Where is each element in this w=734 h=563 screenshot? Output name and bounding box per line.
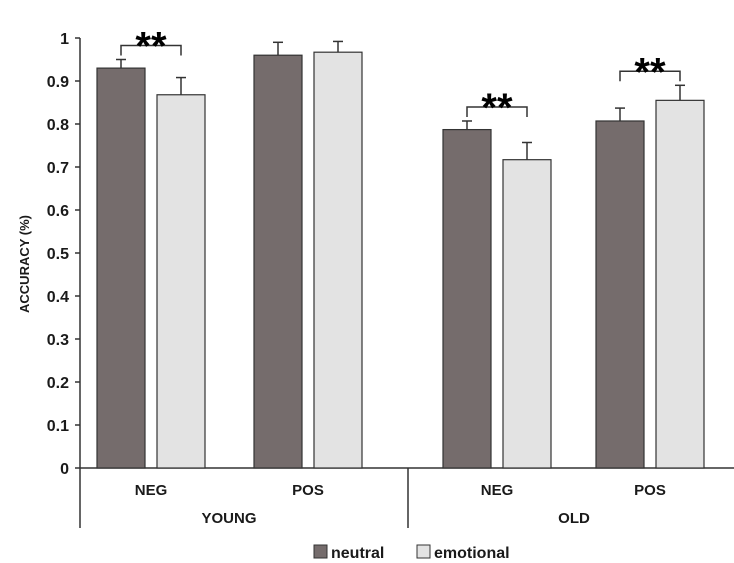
y-axis-label: ACCURACY (%) — [17, 215, 32, 313]
bar-emotional — [502, 159, 552, 469]
y-tick-label: 0.3 — [47, 332, 69, 349]
y-tick-label: 0.7 — [47, 160, 69, 177]
y-tick-label: 0.9 — [47, 74, 69, 91]
category-label: NEG — [135, 482, 168, 499]
y-tick-label: 1 — [60, 31, 69, 48]
y-tick-label: 0.1 — [47, 418, 69, 435]
significance-label: ** — [481, 86, 513, 130]
category-label: POS — [634, 482, 666, 499]
significance-label: ** — [634, 50, 666, 94]
error-bars — [116, 40, 685, 160]
significance-markers: ** ** ** — [120, 25, 681, 130]
legend-label-neutral: neutral — [331, 545, 384, 562]
bars — [96, 51, 705, 469]
y-tick-label: 0.4 — [47, 289, 69, 306]
category-labels: NEG POS NEG POS YOUNG OLD — [135, 482, 666, 527]
y-tick-label: 0.5 — [47, 246, 69, 263]
legend: neutral emotional — [313, 544, 510, 562]
group-label: OLD — [558, 510, 590, 527]
legend-swatch-emotional — [416, 544, 431, 559]
significance-bracket — [466, 106, 528, 117]
bar-neutral — [442, 128, 492, 469]
significance-bracket — [619, 70, 681, 82]
group-label: YOUNG — [201, 510, 256, 527]
y-tick-label: 0.6 — [47, 203, 69, 220]
legend-swatch-neutral — [313, 544, 328, 559]
category-label: NEG — [481, 482, 514, 499]
significance-label: ** — [135, 25, 167, 69]
category-label: POS — [292, 482, 324, 499]
bar-neutral — [253, 54, 303, 469]
significance-bracket — [120, 44, 182, 56]
bar-emotional — [313, 51, 363, 469]
y-tick-label: 0.8 — [47, 117, 69, 134]
y-tick-label: 0 — [60, 461, 69, 478]
legend-label-emotional: emotional — [434, 545, 510, 562]
y-tick-label: 0.2 — [47, 375, 69, 392]
bar-emotional — [156, 94, 206, 469]
bar-neutral — [595, 120, 645, 469]
bar-emotional — [655, 99, 705, 469]
bar-neutral — [96, 67, 146, 469]
